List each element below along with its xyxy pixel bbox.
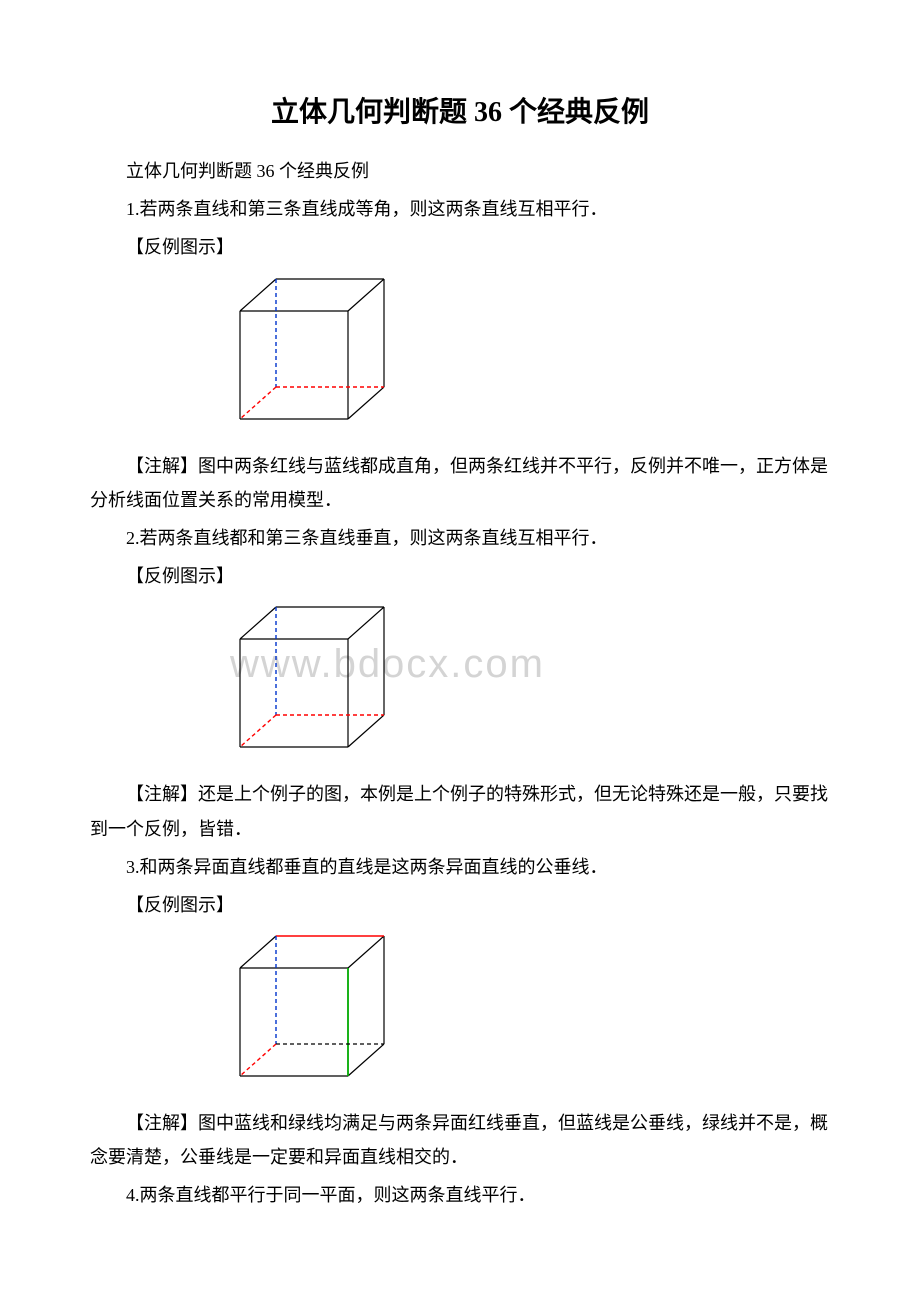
figure-3 — [90, 932, 830, 1092]
claim-1: 1.若两条直线和第三条直线成等角，则这两条直线互相平行． — [90, 192, 830, 226]
page-title: 立体几何判断题 36 个经典反例 — [90, 90, 830, 130]
note-3: 【注解】图中蓝线和绿线均满足与两条异面红线垂直，但蓝线是公垂线，绿线并不是，概念… — [90, 1106, 830, 1174]
note-2: 【注解】还是上个例子的图，本例是上个例子的特殊形式，但无论特殊还是一般，只要找到… — [90, 777, 830, 845]
note-1: 【注解】图中两条红线与蓝线都成直角，但两条红线并不平行，反例并不唯一，正方体是分… — [90, 449, 830, 517]
claim-4: 4.两条直线都平行于同一平面，则这两条直线平行． — [90, 1178, 830, 1212]
subtitle-line: 立体几何判断题 36 个经典反例 — [90, 154, 830, 188]
figure-2 — [90, 603, 830, 763]
counter-label-2: 【反例图示】 — [90, 559, 830, 593]
figure-1 — [90, 275, 830, 435]
claim-2: 2.若两条直线都和第三条直线垂直，则这两条直线互相平行． — [90, 521, 830, 555]
counter-label-3: 【反例图示】 — [90, 888, 830, 922]
claim-3: 3.和两条异面直线都垂直的直线是这两条异面直线的公垂线． — [90, 850, 830, 884]
counter-label-1: 【反例图示】 — [90, 230, 830, 264]
